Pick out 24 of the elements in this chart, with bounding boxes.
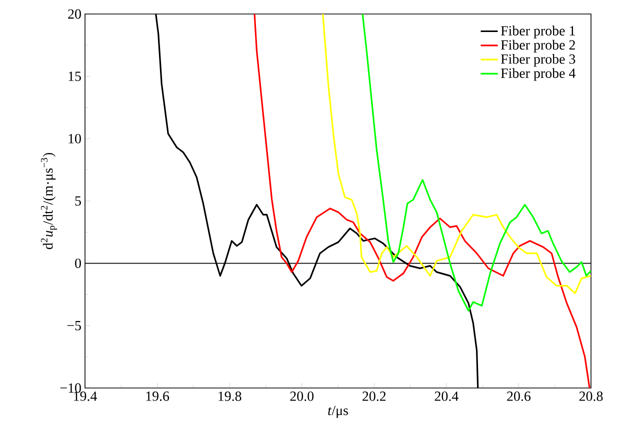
y-tick-label: 10 [68,134,81,144]
legend-label: Fiber probe 2 [500,40,575,52]
x-tick-label: 20.8 [579,392,603,401]
x-tick-label: 20.6 [507,392,531,401]
legend-label: Fiber probe 3 [500,54,576,67]
x-tick-label: 20.4 [434,392,458,401]
y-tick-label: −5 [67,321,81,330]
x-tick-label: 20.2 [362,392,386,401]
x-axis-title: t/μs [328,406,348,418]
text: d$^{2}$u$_{p}$/dt$^{2}$/(m·μs$^{−3}$) [40,152,57,250]
line-series [362,14,592,312]
y-tick-label: 20 [68,9,81,19]
y-tick-label: 5 [75,196,81,206]
y-tick-label: −10 [60,383,81,393]
x-tick-label: 19.8 [218,392,242,401]
y-tick-label: 0 [75,258,81,268]
x-tick-label: 19.6 [146,392,170,401]
x-tick-label: 20.0 [290,392,314,401]
legend-label: Fiber probe 4 [500,68,576,81]
line-series [322,14,592,294]
x-tick-label: 19.4 [74,392,97,401]
legend-label: Fiber probe 1 [500,26,575,38]
y-tick-label: 15 [68,72,81,82]
line-series [254,14,590,388]
